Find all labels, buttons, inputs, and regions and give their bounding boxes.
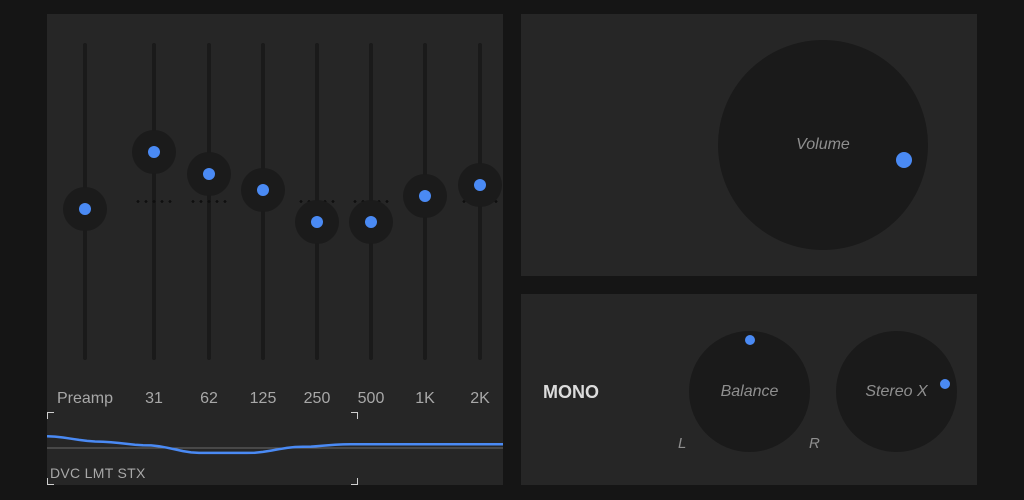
eq-slider-handle[interactable] [203,168,215,181]
curve-line [46,434,503,455]
volume-knob[interactable]: Volume [718,40,928,250]
volume-label: Volume [796,136,850,153]
eq-slider-handle[interactable] [365,215,377,228]
balance-label: Balance [720,383,779,400]
eq-slider-handle[interactable] [148,146,160,159]
corner-mark [47,412,54,419]
eq-band-label: 1K [415,390,435,407]
preset-label[interactable]: DVC LMT STX [50,465,146,481]
stereo-x-knob-handle[interactable] [940,378,951,389]
eq-slider-handle[interactable] [474,179,486,192]
balance-right-label: R [809,435,820,452]
eq-band-label: 2K [470,390,490,407]
eq-slider-handle[interactable] [419,190,431,203]
effects-panel: MONO Balance L R Stereo X [521,294,977,485]
eq-response-graph [46,412,503,485]
corner-mark [351,478,358,485]
eq-band-label: 250 [303,390,331,407]
volume-knob-handle[interactable] [895,152,912,169]
eq-slider-handle[interactable] [311,215,323,228]
stereo-x-label: Stereo X [865,383,928,400]
stereo-x-knob[interactable]: Stereo X [836,331,957,452]
eq-slider-handle[interactable] [257,183,269,196]
eq-slider-handle[interactable] [79,202,91,215]
balance-knob[interactable]: Balance [689,331,810,452]
eq-band-label: 125 [249,390,277,407]
eq-band-label: 62 [200,390,218,407]
eq-response-curve [46,434,503,455]
corner-mark [351,412,358,419]
mono-toggle[interactable]: MONO [543,382,599,402]
volume-panel: Volume [521,14,977,276]
eq-zero-marker [189,200,229,203]
balance-knob-handle[interactable] [744,335,755,345]
eq-band-label: 31 [145,390,163,407]
eq-band-label: 500 [357,390,385,407]
eq-zero-marker [134,200,174,203]
eq-band-label: Preamp [56,390,114,407]
equalizer-panel: Preamp 31 62 125 250 500 1K 2K DVC LMT STX [46,14,503,485]
balance-left-label: L [678,435,687,452]
corner-mark [47,478,54,485]
